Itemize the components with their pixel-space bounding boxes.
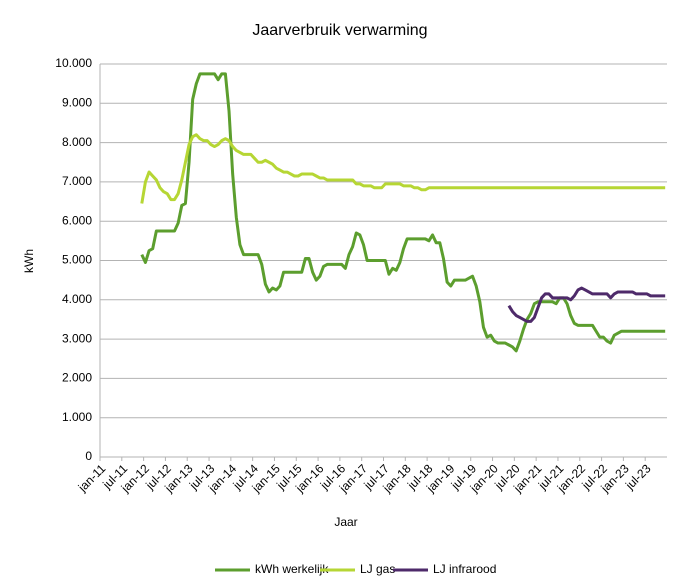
y-tick-label: 5.000 (62, 253, 92, 267)
y-tick-label: 10.000 (55, 56, 92, 70)
legend-label: LJ gas (360, 562, 395, 576)
legend-label: LJ infrarood (433, 562, 496, 576)
series-line (140, 72, 666, 353)
series-line (507, 286, 666, 323)
series-line (140, 133, 666, 204)
y-tick-label: 3.000 (62, 331, 92, 345)
y-tick-label: 8.000 (62, 135, 92, 149)
y-tick-label: 1.000 (62, 410, 92, 424)
y-tick-label: 6.000 (62, 213, 92, 227)
legend-label: kWh werkelijk (255, 562, 329, 576)
chart-title: Jaarverbruik verwarming (252, 22, 427, 39)
y-tick-label: 9.000 (62, 95, 92, 109)
y-tick-label: 2.000 (62, 371, 92, 385)
y-axis-title: kWh (22, 249, 36, 273)
y-tick-label: 0 (85, 449, 92, 463)
y-tick-label: 7.000 (62, 174, 92, 188)
y-tick-label: 4.000 (62, 292, 92, 306)
x-axis-title: Jaar (334, 515, 357, 529)
